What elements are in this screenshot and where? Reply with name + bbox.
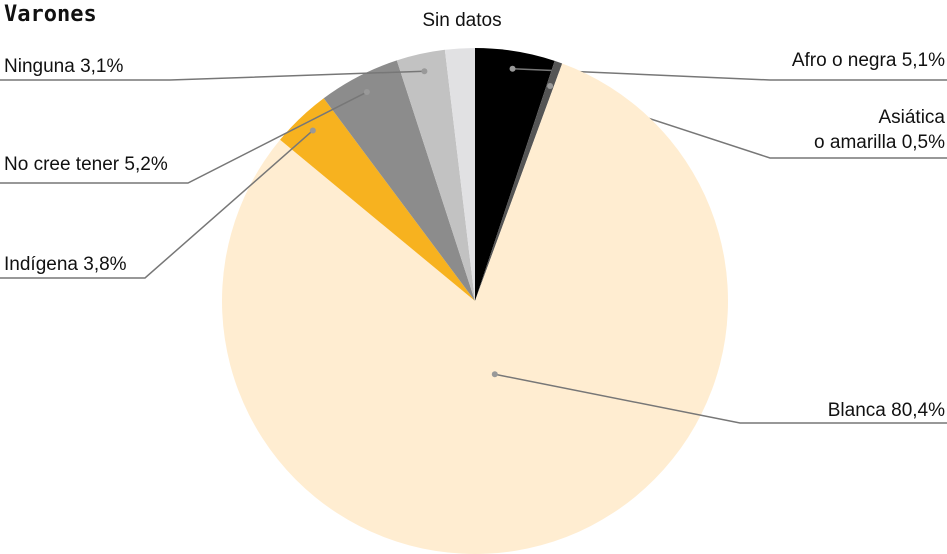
label-category: Sin datos — [422, 10, 502, 31]
label-value: 5,1% — [901, 50, 945, 71]
label-category: Blanca — [827, 400, 886, 421]
chart-title: Varones — [4, 2, 97, 27]
leader-line — [0, 91, 368, 184]
label-value: 5,2% — [124, 154, 168, 175]
label-value: 3,8% — [83, 254, 127, 275]
slice-label: Sin datos — [402, 8, 522, 33]
leader-line — [512, 67, 947, 81]
slice-label: Ninguna 3,1% — [4, 54, 123, 79]
leader-dot — [363, 89, 370, 96]
pie-slice — [323, 60, 475, 301]
pie-slice — [475, 60, 563, 301]
leader-dot — [509, 65, 516, 72]
leader-dot — [547, 83, 554, 90]
leader-line — [0, 129, 314, 279]
slice-label: No cree tener 5,2% — [4, 152, 168, 177]
leader-dot — [491, 371, 498, 378]
label-category: No cree tener — [4, 154, 120, 175]
pie-slice — [444, 48, 475, 301]
slice-label: Blanca 80,4% — [828, 398, 945, 423]
label-value: 0,5% — [901, 132, 945, 153]
leader-line — [0, 70, 425, 81]
pie-slice — [475, 48, 555, 301]
label-category: Indígena — [4, 254, 78, 275]
leader-line — [494, 373, 947, 424]
label-category: Ninguna — [4, 56, 75, 77]
pie-slice — [396, 49, 475, 301]
label-category: Asiática o amarilla — [814, 107, 945, 153]
label-category: Afro o negra — [791, 50, 897, 71]
leader-dot — [421, 68, 428, 75]
leader-dot — [309, 127, 316, 134]
slice-label: Asiática o amarilla 0,5% — [814, 105, 945, 155]
pie-slice — [280, 98, 475, 301]
label-value: 3,1% — [80, 56, 124, 77]
pie-slice — [222, 63, 729, 554]
slice-label: Indígena 3,8% — [4, 252, 127, 277]
slice-label: Afro o negra 5,1% — [792, 48, 945, 73]
label-value: 80,4% — [891, 400, 945, 421]
